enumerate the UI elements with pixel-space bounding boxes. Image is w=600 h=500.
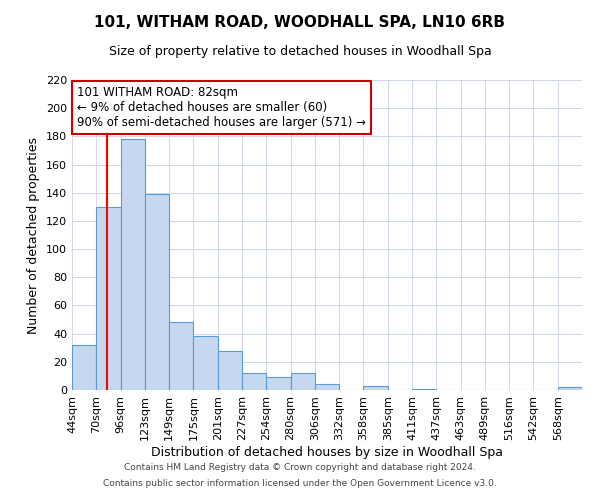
X-axis label: Distribution of detached houses by size in Woodhall Spa: Distribution of detached houses by size … [151, 446, 503, 458]
Bar [290, 373, 315, 390]
Bar [218, 350, 242, 390]
Bar [193, 336, 218, 390]
Text: Size of property relative to detached houses in Woodhall Spa: Size of property relative to detached ho… [109, 45, 491, 58]
Bar [364, 386, 388, 390]
Bar [266, 378, 290, 390]
Text: Contains HM Land Registry data © Crown copyright and database right 2024.: Contains HM Land Registry data © Crown c… [124, 464, 476, 472]
Bar [558, 387, 582, 390]
Bar [315, 384, 339, 390]
Bar [169, 322, 193, 390]
Bar [412, 388, 436, 390]
Bar [242, 373, 266, 390]
Bar [96, 207, 121, 390]
Bar [145, 194, 169, 390]
Y-axis label: Number of detached properties: Number of detached properties [28, 136, 40, 334]
Bar [72, 345, 96, 390]
Text: 101, WITHAM ROAD, WOODHALL SPA, LN10 6RB: 101, WITHAM ROAD, WOODHALL SPA, LN10 6RB [95, 15, 505, 30]
Text: Contains public sector information licensed under the Open Government Licence v3: Contains public sector information licen… [103, 478, 497, 488]
Text: 101 WITHAM ROAD: 82sqm
← 9% of detached houses are smaller (60)
90% of semi-deta: 101 WITHAM ROAD: 82sqm ← 9% of detached … [77, 86, 366, 129]
Bar [121, 139, 145, 390]
